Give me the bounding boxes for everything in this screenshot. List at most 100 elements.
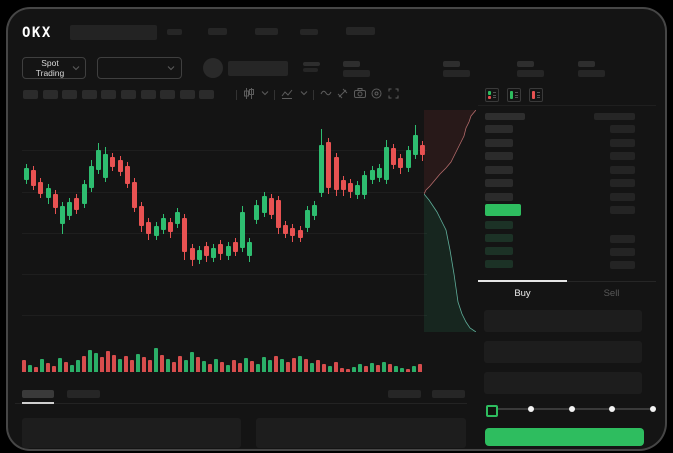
toolbar-divider [274, 90, 275, 100]
volume-bar [100, 357, 104, 372]
candle [412, 135, 418, 155]
volume-bar [328, 366, 332, 372]
stat-value-placeholder [578, 70, 605, 77]
pair-selector-dropdown[interactable] [97, 57, 182, 79]
bid-price-placeholder[interactable] [485, 221, 513, 229]
price-placeholder [303, 62, 320, 66]
timeframe-button[interactable] [179, 90, 195, 99]
tabs-divider [15, 403, 467, 404]
measure-icon[interactable] [337, 88, 348, 99]
slider-stop[interactable] [650, 406, 656, 412]
last-amount-placeholder [610, 206, 635, 214]
volume-bar [22, 360, 26, 372]
candle [304, 210, 310, 228]
timeframe-button[interactable] [199, 90, 215, 99]
bottom-tab[interactable] [67, 390, 100, 398]
volume-bar [112, 355, 116, 372]
ask-price-placeholder[interactable] [485, 125, 513, 133]
timeframe-button[interactable] [62, 90, 78, 99]
bottom-tab-active[interactable] [22, 390, 54, 398]
slider-stop-active[interactable] [485, 404, 498, 417]
nav-item[interactable] [167, 29, 182, 35]
candle [247, 242, 253, 256]
ask-price-placeholder[interactable] [485, 138, 513, 147]
stat-value-placeholder [343, 70, 370, 77]
candle [297, 230, 303, 238]
settings-icon[interactable] [371, 88, 382, 99]
timeframe-button[interactable] [160, 90, 176, 99]
timeframe-button[interactable] [101, 90, 117, 99]
candle [290, 228, 296, 236]
candle [348, 183, 353, 192]
volume-bar [178, 356, 182, 372]
bottom-action-placeholder[interactable] [388, 390, 421, 398]
candle [268, 198, 274, 215]
bid-price-placeholder[interactable] [485, 234, 513, 242]
slider-stop[interactable] [527, 406, 534, 412]
volume-bar [28, 365, 32, 372]
timeframe-button[interactable] [81, 90, 97, 99]
tab-buy[interactable]: Buy [514, 288, 531, 299]
ask-price-placeholder[interactable] [485, 165, 513, 174]
chevron-down-icon[interactable] [300, 90, 308, 96]
volume-bar [370, 363, 374, 372]
stat-label-placeholder [517, 61, 534, 67]
book-both-icon[interactable] [485, 88, 499, 102]
candle [232, 242, 238, 252]
timeframe-button[interactable] [121, 90, 136, 99]
ask-amount-placeholder [610, 192, 635, 201]
buy-submit-button[interactable] [485, 428, 644, 446]
bottom-action-placeholder[interactable] [432, 390, 465, 398]
candle [153, 226, 159, 236]
tab-sell[interactable]: Sell [603, 288, 620, 299]
nav-item[interactable] [208, 28, 227, 35]
indicator-icon[interactable] [281, 88, 293, 99]
volume-bar [64, 362, 68, 372]
search-placeholder[interactable] [70, 25, 157, 40]
volume-bar [88, 350, 92, 372]
nav-item[interactable] [346, 27, 375, 35]
amount-input[interactable] [484, 341, 642, 363]
candle [362, 175, 368, 195]
candle [355, 185, 361, 195]
wave-icon[interactable] [320, 88, 332, 98]
last-price-highlight[interactable] [485, 204, 521, 216]
depth-chart[interactable] [424, 110, 476, 332]
ask-price-placeholder[interactable] [485, 192, 513, 201]
book-bids-icon[interactable] [507, 88, 521, 102]
bottom-panel [256, 418, 466, 448]
candle [283, 225, 289, 234]
timeframe-button[interactable] [23, 90, 38, 99]
volume-bar [214, 359, 218, 372]
candles-style-icon[interactable] [243, 88, 255, 99]
book-amount-header [594, 113, 635, 120]
ask-price-placeholder[interactable] [485, 179, 513, 187]
candle [405, 150, 411, 168]
expand-icon[interactable] [388, 88, 399, 99]
price-input[interactable] [484, 310, 642, 332]
chevron-down-icon[interactable] [261, 90, 269, 96]
book-asks-icon[interactable] [529, 88, 543, 102]
volume-bar [238, 363, 242, 372]
volume-bar [184, 360, 188, 372]
volume-bar [46, 363, 50, 372]
volume-bar [364, 366, 368, 372]
ask-price-placeholder[interactable] [485, 152, 513, 160]
candle [369, 170, 375, 180]
nav-item[interactable] [300, 29, 318, 35]
slider-stop[interactable] [609, 406, 616, 412]
timeframe-button[interactable] [42, 90, 58, 99]
stat-value-placeholder [443, 70, 470, 77]
nav-item[interactable] [255, 28, 278, 35]
market-type-dropdown[interactable]: Spot Trading [22, 57, 86, 79]
bid-price-placeholder[interactable] [485, 247, 513, 255]
camera-icon[interactable] [354, 88, 366, 98]
bid-price-placeholder[interactable] [485, 260, 513, 268]
ask-amount-placeholder [610, 125, 635, 133]
volume-bar [76, 360, 80, 372]
volume-bar [232, 360, 236, 372]
timeframe-button[interactable] [140, 90, 156, 99]
slider-stop[interactable] [568, 406, 575, 412]
total-input[interactable] [484, 372, 642, 394]
candlestick-chart[interactable] [22, 110, 427, 335]
